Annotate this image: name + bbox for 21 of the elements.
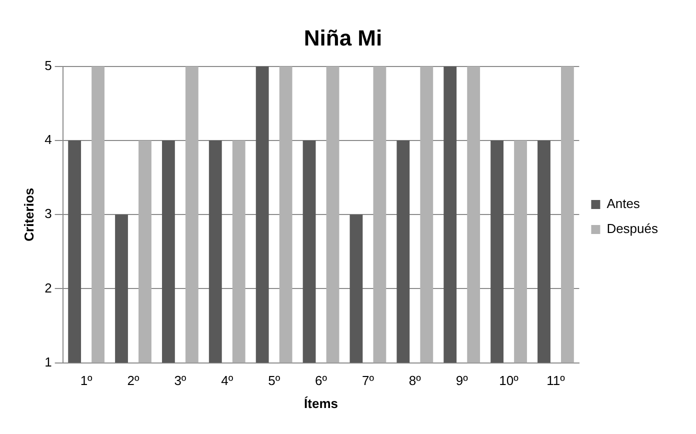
x-axis-title: Ítems: [304, 396, 338, 411]
y-tick-label: 5: [44, 58, 52, 73]
y-tick-label: 1: [44, 354, 52, 370]
x-tick-label: 11º: [546, 373, 566, 388]
x-tick-label: 2º: [127, 373, 140, 388]
y-tick-label: 4: [44, 132, 52, 148]
legend-label: Después: [606, 221, 658, 236]
legend-label: Antes: [606, 196, 640, 212]
x-tick-label: 9º: [456, 373, 468, 388]
x-tick-label: 4º: [221, 373, 234, 388]
x-tick-label: 8º: [408, 373, 422, 388]
y-tick-label: 3: [44, 206, 52, 222]
chart-title: Niña Mi: [304, 25, 382, 50]
x-tick-label: 3º: [174, 373, 186, 388]
x-tick-label: 10º: [499, 373, 519, 388]
x-tick-label: 7º: [362, 373, 374, 388]
y-axis-title: Criterios: [21, 188, 36, 242]
x-tick-label: 6º: [315, 373, 328, 388]
x-tick-label: 5º: [268, 373, 280, 388]
y-tick-label: 2: [44, 280, 52, 296]
x-tick-label: 1º: [80, 373, 93, 388]
